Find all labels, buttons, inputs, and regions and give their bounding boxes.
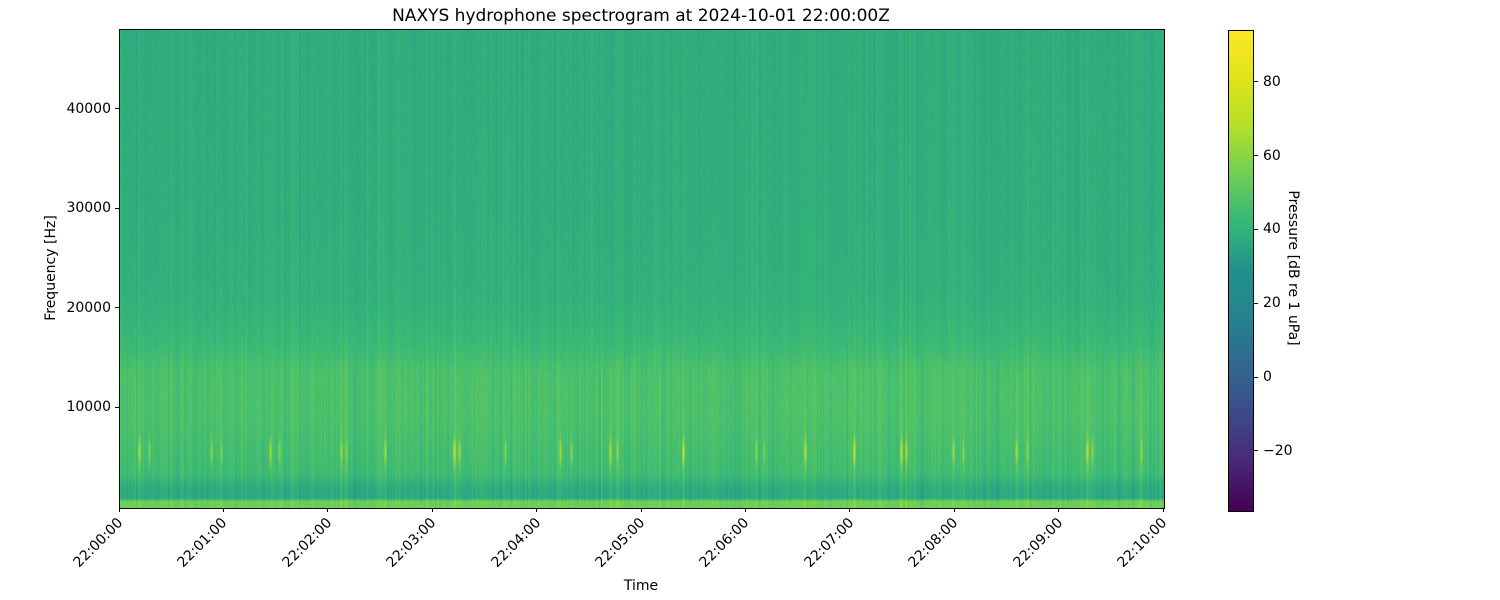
chart-title: NAXYS hydrophone spectrogram at 2024-10-…: [392, 6, 890, 26]
colorbar-tick-label: 60: [1263, 147, 1281, 164]
colorbar-tick-mark: [1254, 302, 1258, 304]
x-tick-mark: [536, 508, 538, 512]
y-tick-label: 40000: [66, 100, 111, 117]
x-axis-label: Time: [623, 578, 659, 594]
x-tick-mark: [1162, 508, 1164, 512]
y-tick-label: 10000: [66, 399, 111, 416]
colorbar-tick-label: 40: [1263, 221, 1281, 238]
x-tick-mark: [1058, 508, 1060, 512]
y-tick-label: 30000: [66, 200, 111, 217]
colorbar-tick-label: 0: [1263, 369, 1272, 386]
x-tick-mark: [953, 508, 955, 512]
colorbar-tick-mark: [1254, 450, 1258, 452]
colorbar-gradient: [1229, 31, 1253, 511]
colorbar: [1228, 30, 1254, 512]
y-tick-mark: [115, 207, 119, 209]
x-tick-mark: [118, 508, 120, 512]
colorbar-tick-mark: [1254, 228, 1258, 230]
y-tick-mark: [115, 406, 119, 408]
y-tick-label: 20000: [66, 299, 111, 316]
x-tick-mark: [744, 508, 746, 512]
colorbar-tick-label: −20: [1263, 442, 1293, 459]
colorbar-tick-mark: [1254, 376, 1258, 378]
y-tick-mark: [115, 108, 119, 110]
x-tick-label: 22:00:00: [70, 515, 127, 571]
y-tick-mark: [115, 307, 119, 309]
colorbar-tick-mark: [1254, 81, 1258, 83]
x-tick-mark: [849, 508, 851, 512]
x-tick-mark: [640, 508, 642, 512]
spectrogram-heatmap: [120, 30, 1164, 508]
colorbar-tick-mark: [1254, 155, 1258, 157]
x-tick-mark: [431, 508, 433, 512]
colorbar-tick-label: 80: [1263, 73, 1281, 90]
x-tick-mark: [327, 508, 329, 512]
plot-area: [119, 29, 1165, 509]
colorbar-tick-label: 20: [1263, 295, 1281, 312]
colorbar-label: Pressure [dB re 1 uPa]: [1285, 190, 1301, 346]
x-tick-mark: [222, 508, 224, 512]
